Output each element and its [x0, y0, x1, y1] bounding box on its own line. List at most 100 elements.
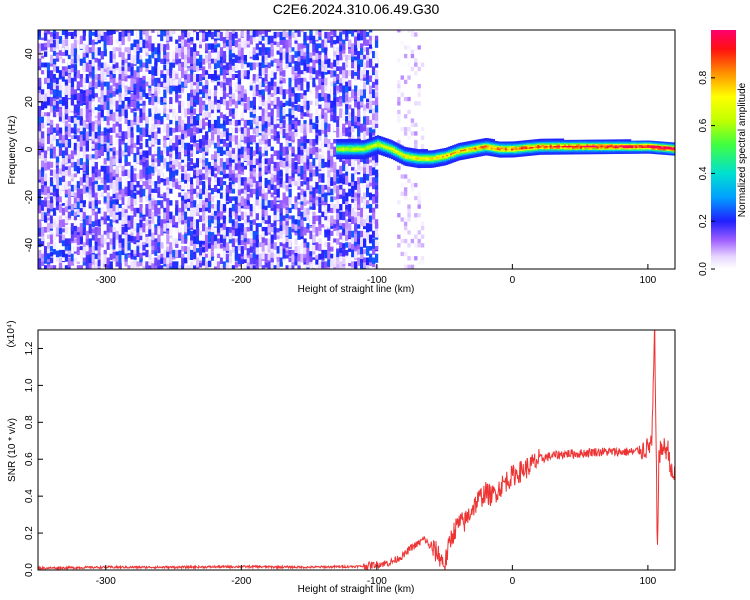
- heatmap-cell: [249, 85, 253, 91]
- heatmap-cell: [79, 177, 84, 186]
- heatmap-cell: [303, 89, 307, 96]
- heatmap-cell: [187, 93, 191, 101]
- heatmap-cell: [246, 127, 251, 137]
- heatmap-cell: [255, 196, 259, 206]
- heatmap-cell: [246, 226, 251, 232]
- heatmap-cell: [410, 182, 415, 188]
- heatmap-cell: [397, 96, 401, 102]
- heatmap-cell: [76, 135, 81, 142]
- heatmap-cell: [339, 85, 343, 93]
- heatmap-cell: [339, 119, 343, 124]
- heatmap-cell: [285, 215, 289, 222]
- heatmap-cell: [91, 265, 95, 269]
- heatmap-cell: [397, 79, 401, 85]
- heatmap-cell: [127, 150, 131, 157]
- heatmap-cell: [46, 223, 51, 233]
- heatmap-cell: [228, 154, 233, 163]
- heatmap-cell: [303, 62, 307, 72]
- heatmap-cell: [374, 154, 379, 163]
- heatmap-cell: [312, 211, 316, 216]
- heatmap-cell: [279, 200, 283, 209]
- heatmap-cell: [414, 256, 418, 261]
- heatmap-cell: [261, 66, 265, 75]
- heatmap-cell: [169, 138, 173, 146]
- heatmap-cell: [145, 66, 149, 72]
- heatmap-cell: [410, 66, 415, 72]
- heatmap-cell: [368, 181, 373, 187]
- heatmap-cell: [142, 261, 146, 267]
- heatmap-cell: [178, 173, 182, 182]
- heatmap-cell: [199, 81, 203, 86]
- heatmap-cell: [243, 100, 248, 110]
- heatmap-cell: [124, 104, 128, 110]
- heatmap-cell: [97, 31, 101, 41]
- heatmap-cell: [344, 140, 347, 143]
- heatmap-cell: [267, 62, 271, 69]
- heatmap-cell: [342, 157, 345, 160]
- heatmap-cell: [154, 188, 158, 193]
- heatmap-cell: [213, 242, 218, 249]
- heatmap-cell: [288, 108, 292, 114]
- heatmap-cell: [276, 150, 280, 160]
- heatmap-cell: [88, 184, 92, 195]
- heatmap-cell: [327, 219, 331, 228]
- heatmap-cell: [365, 100, 370, 109]
- heatmap-cell: [94, 73, 98, 81]
- heatmap-cell: [76, 104, 81, 113]
- heatmap-cell: [88, 62, 92, 72]
- heatmap-cell: [82, 142, 87, 152]
- heatmap-cell: [154, 203, 158, 213]
- heatmap-cell: [136, 123, 140, 133]
- heatmap-cell: [297, 66, 301, 75]
- heatmap-cell: [201, 158, 206, 168]
- heatmap-cell: [94, 150, 98, 160]
- heatmap-cell: [348, 96, 352, 103]
- heatmap-cell: [178, 223, 182, 233]
- heatmap-cell: [216, 73, 221, 81]
- heatmap-cell: [297, 43, 301, 51]
- heatmap-cell: [58, 234, 63, 244]
- heatmap-cell: [139, 234, 143, 241]
- heatmap-cell: [303, 161, 307, 171]
- heatmap-cell: [243, 257, 248, 264]
- heatmap-cell: [157, 54, 161, 63]
- heatmap-cell: [49, 62, 54, 67]
- heatmap-cell: [94, 234, 98, 242]
- heatmap-cell: [151, 154, 155, 160]
- heatmap-cell: [339, 93, 343, 99]
- heatmap-cell: [246, 135, 251, 143]
- heatmap-cell: [79, 112, 84, 121]
- heatmap-cell: [246, 261, 251, 267]
- heatmap-cell: [403, 131, 408, 136]
- heatmap-cell: [246, 177, 251, 184]
- heatmap-cell: [364, 145, 367, 148]
- heatmap-cell: [228, 100, 233, 107]
- heatmap-cell: [163, 249, 167, 258]
- heatmap-cell: [133, 230, 137, 237]
- heatmap-cell: [252, 246, 256, 253]
- heatmap-cell: [249, 146, 253, 156]
- heatmap-cell: [175, 62, 179, 72]
- heatmap-cell: [196, 226, 200, 236]
- heatmap-cell: [64, 165, 69, 170]
- heatmap-cell: [210, 203, 215, 209]
- heatmap-cell: [264, 30, 268, 37]
- heatmap-cell: [410, 238, 415, 244]
- heatmap-cell: [133, 116, 137, 122]
- heatmap-cell: [160, 30, 164, 33]
- heatmap-cell: [88, 238, 92, 248]
- heatmap-cell: [64, 93, 69, 102]
- heatmap-cell: [338, 154, 341, 157]
- heatmap-cell: [342, 147, 345, 150]
- heatmap-cell: [243, 192, 248, 199]
- heatmap-cell: [270, 173, 274, 178]
- heatmap-cell: [300, 146, 304, 156]
- heatmap-cell: [237, 196, 242, 203]
- heatmap-cell: [201, 211, 206, 222]
- heatmap-cell: [276, 161, 280, 171]
- heatmap-cell: [175, 242, 179, 248]
- heatmap-cell: [363, 261, 367, 268]
- heatmap-cell: [207, 234, 212, 243]
- heatmap-cell: [240, 39, 245, 48]
- heatmap-cell: [85, 242, 89, 252]
